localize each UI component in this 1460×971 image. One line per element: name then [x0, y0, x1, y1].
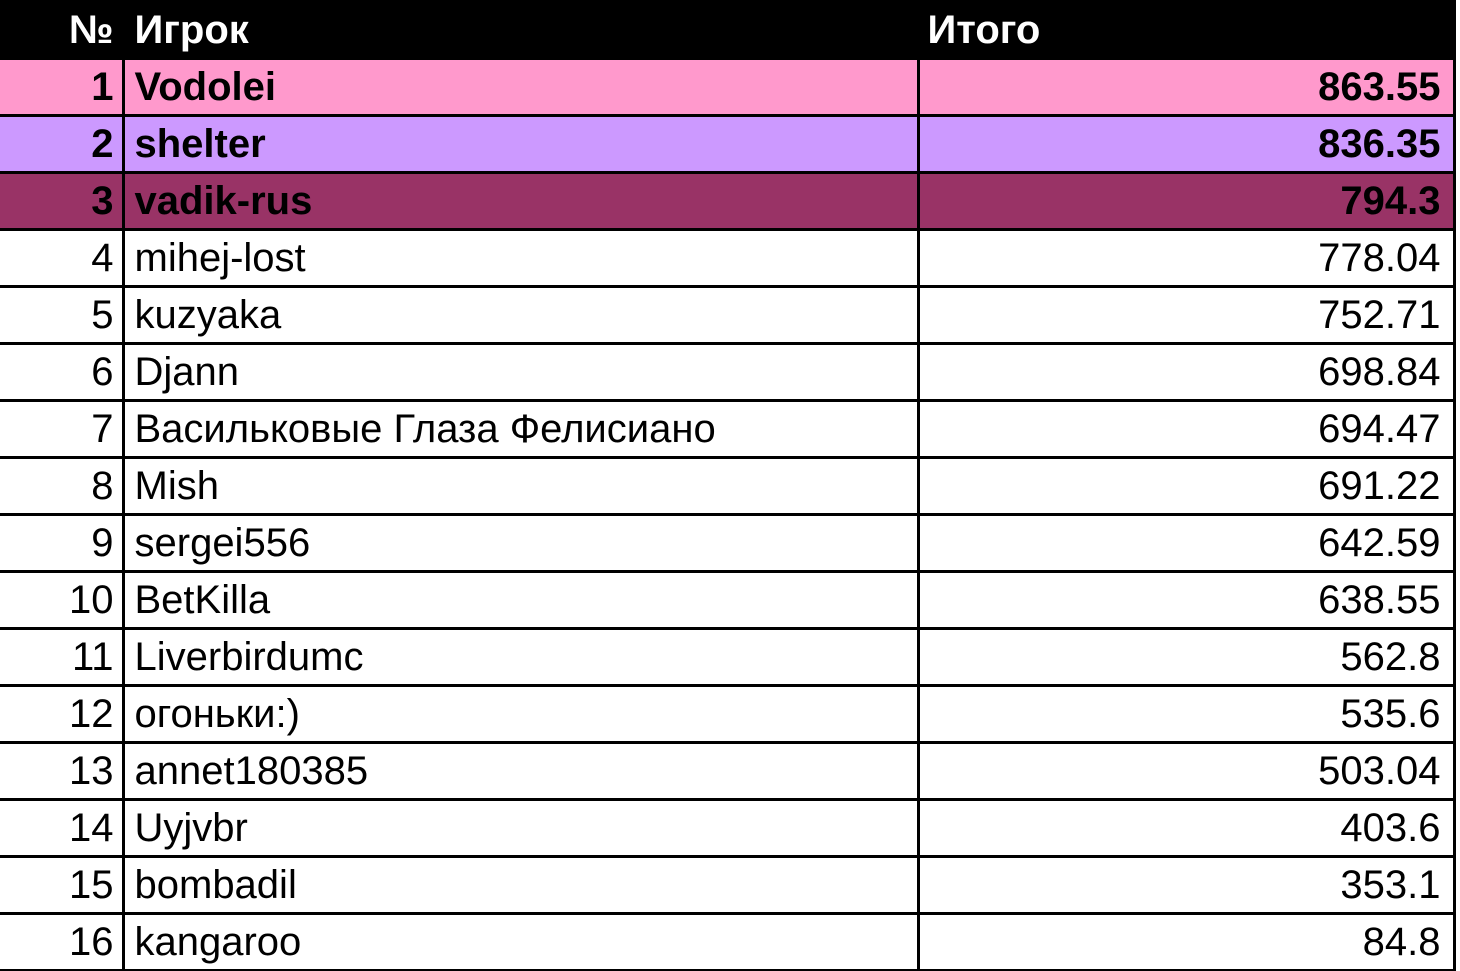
rank-cell: 12 [0, 684, 125, 744]
player-cell: Vodolei [121, 57, 920, 117]
rank-cell: 3 [0, 171, 125, 231]
total-cell: 778.04 [916, 228, 1456, 288]
table-row: 16 kangaroo 84.8 [0, 912, 1456, 971]
column-header-rank: № [0, 0, 125, 60]
table-row: 3 vadik-rus 794.3 [0, 171, 1456, 231]
column-header-total: Итого [916, 0, 1456, 60]
table-header: № Игрок Итого [0, 0, 1456, 60]
total-cell: 863.55 [916, 57, 1456, 117]
rank-cell: 8 [0, 456, 125, 516]
table-row: 1 Vodolei 863.55 [0, 57, 1456, 117]
table-row: 11 Liverbirdumc 562.8 [0, 627, 1456, 687]
table-row: 5 kuzyaka 752.71 [0, 285, 1456, 345]
player-cell: kangaroo [121, 912, 920, 971]
table-row: 9 sergei556 642.59 [0, 513, 1456, 573]
player-cell: shelter [121, 114, 920, 174]
total-cell: 836.35 [916, 114, 1456, 174]
rank-cell: 4 [0, 228, 125, 288]
rank-cell: 15 [0, 855, 125, 915]
player-cell: mihej-lost [121, 228, 920, 288]
table-row: 10 BetKilla 638.55 [0, 570, 1456, 630]
player-cell: sergei556 [121, 513, 920, 573]
table-row: 14 Uyjvbr 403.6 [0, 798, 1456, 858]
player-cell: огоньки:) [121, 684, 920, 744]
total-cell: 642.59 [916, 513, 1456, 573]
rank-cell: 5 [0, 285, 125, 345]
total-cell: 403.6 [916, 798, 1456, 858]
table-row: 13 annet180385 503.04 [0, 741, 1456, 801]
total-cell: 694.47 [916, 399, 1456, 459]
rank-cell: 14 [0, 798, 125, 858]
player-cell: BetKilla [121, 570, 920, 630]
total-cell: 794.3 [916, 171, 1456, 231]
total-cell: 84.8 [916, 912, 1456, 971]
total-cell: 752.71 [916, 285, 1456, 345]
total-cell: 535.6 [916, 684, 1456, 744]
player-cell: bombadil [121, 855, 920, 915]
table-row: 6 Djann 698.84 [0, 342, 1456, 402]
total-cell: 503.04 [916, 741, 1456, 801]
rank-cell: 16 [0, 912, 125, 971]
total-cell: 691.22 [916, 456, 1456, 516]
rank-cell: 6 [0, 342, 125, 402]
total-cell: 562.8 [916, 627, 1456, 687]
total-cell: 698.84 [916, 342, 1456, 402]
player-cell: kuzyaka [121, 285, 920, 345]
table-row: 8 Mish 691.22 [0, 456, 1456, 516]
table-row: 12 огоньки:) 535.6 [0, 684, 1456, 744]
table-row: 4 mihej-lost 778.04 [0, 228, 1456, 288]
table-row: 7 Васильковые Глаза Фелисиано 694.47 [0, 399, 1456, 459]
rank-cell: 10 [0, 570, 125, 630]
rank-cell: 9 [0, 513, 125, 573]
rank-cell: 2 [0, 114, 125, 174]
column-header-player: Игрок [121, 0, 920, 60]
player-cell: Uyjvbr [121, 798, 920, 858]
player-cell: Liverbirdumc [121, 627, 920, 687]
rank-cell: 7 [0, 399, 125, 459]
player-cell: Djann [121, 342, 920, 402]
header-row: № Игрок Итого [0, 0, 1456, 60]
rank-cell: 13 [0, 741, 125, 801]
total-cell: 353.1 [916, 855, 1456, 915]
rank-cell: 1 [0, 57, 125, 117]
table-row: 2 shelter 836.35 [0, 114, 1456, 174]
player-cell: annet180385 [121, 741, 920, 801]
player-cell: vadik-rus [121, 171, 920, 231]
table-row: 15 bombadil 353.1 [0, 855, 1456, 915]
player-cell: Васильковые Глаза Фелисиано [121, 399, 920, 459]
total-cell: 638.55 [916, 570, 1456, 630]
player-cell: Mish [121, 456, 920, 516]
rank-cell: 11 [0, 627, 125, 687]
